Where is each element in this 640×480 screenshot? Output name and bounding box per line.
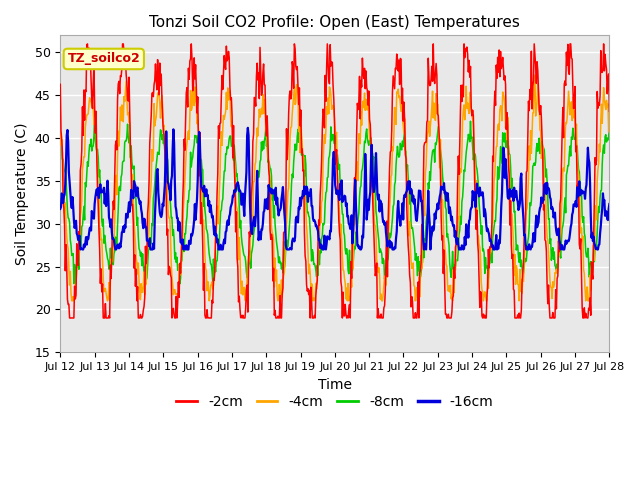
Text: TZ_soilco2: TZ_soilco2	[67, 52, 140, 65]
X-axis label: Time: Time	[318, 377, 352, 392]
Y-axis label: Soil Temperature (C): Soil Temperature (C)	[15, 122, 29, 265]
Title: Tonzi Soil CO2 Profile: Open (East) Temperatures: Tonzi Soil CO2 Profile: Open (East) Temp…	[149, 15, 520, 30]
Legend: -2cm, -4cm, -8cm, -16cm: -2cm, -4cm, -8cm, -16cm	[170, 390, 499, 415]
